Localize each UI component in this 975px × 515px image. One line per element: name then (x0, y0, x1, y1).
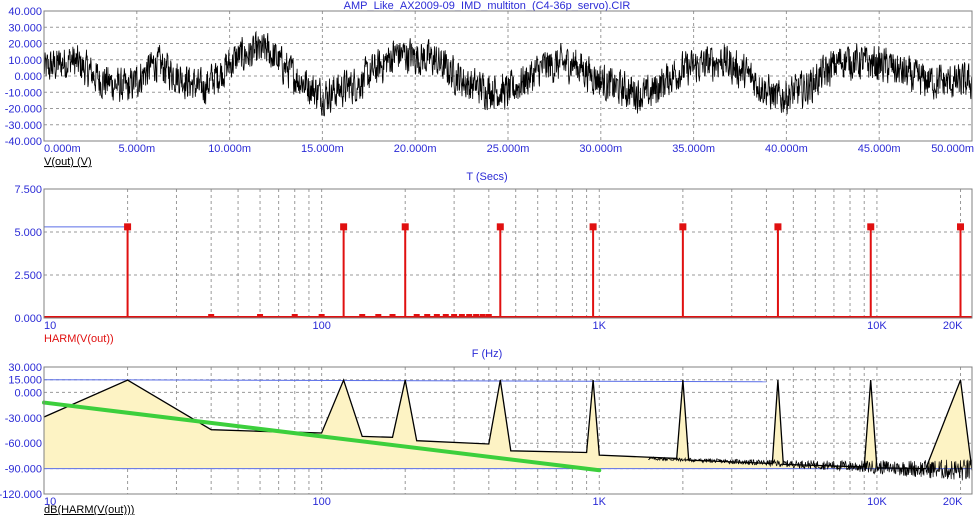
x-tick-label: 20K (943, 320, 963, 332)
x-tick-label: 10 (44, 320, 56, 332)
y-tick-label: -120.000 (0, 489, 42, 501)
x-tick-label: 1K (593, 496, 607, 508)
spectrum-curve (43, 378, 973, 471)
x-tick-label: 40.000m (765, 143, 808, 155)
y-tick-label: -40.000 (5, 136, 42, 148)
y-tick-label: 0.000 (14, 313, 42, 325)
x-tick-label: 50.000m (931, 143, 974, 155)
harmonic-bin-marker (318, 314, 325, 318)
trend-line (42, 400, 602, 473)
time-plot-grid (43, 10, 973, 142)
x-tick-label: 100 (312, 496, 330, 508)
db-plot-area (42, 378, 973, 481)
harmonic-bin-marker (359, 314, 366, 318)
harmonic-bin-marker (389, 314, 396, 318)
harmonic-bin-marker (291, 314, 298, 318)
harmonics-plot-ylabel: HARM(V(out)) (44, 333, 114, 345)
harmonic-marker (124, 223, 132, 231)
time-plot-tick-labels: 40.000 30.000 20.000 10.000 0.000 -10.000 -20.… (5, 6, 974, 155)
harmonics-plot-grid (43, 188, 972, 319)
harmonic-marker (679, 223, 687, 231)
spectrum-noise-tail (647, 456, 973, 481)
harmonic-marker (401, 223, 409, 231)
harmonic-marker (496, 223, 504, 231)
harmonic-bin-marker (442, 314, 449, 318)
x-tick-label: 15.000m (301, 143, 344, 155)
db-plot-ylabel: dB(HARM(V(out))) (44, 504, 134, 515)
y-tick-label: -60.000 (5, 438, 42, 450)
x-tick-label: 10K (867, 496, 887, 508)
y-tick-label: 0.000 (14, 71, 42, 83)
time-plot-trace (43, 30, 973, 117)
x-tick-label: 10K (867, 320, 887, 332)
time-domain-plot[interactable]: 40.000 30.000 20.000 10.000 0.000 -10.000 -20.… (5, 6, 974, 155)
x-tick-label: 35.000m (672, 143, 715, 155)
y-tick-label: 20.000 (8, 39, 42, 51)
harmonic-bin-marker (413, 314, 420, 318)
y-tick-label: -20.000 (5, 104, 42, 116)
y-tick-label: 0.000 (14, 387, 42, 399)
vout-trace (43, 30, 973, 117)
harmonic-bin-marker (485, 314, 492, 318)
harmonic-marker (957, 223, 965, 231)
time-plot-frame (43, 10, 973, 142)
y-tick-label: 10.000 (8, 55, 42, 67)
harmonics-plot-bars (44, 223, 972, 318)
harmonic-marker (340, 223, 348, 231)
harmonic-marker (867, 223, 875, 231)
harmonic-bin-marker (208, 314, 215, 318)
y-tick-label: 2.500 (14, 270, 42, 282)
y-tick-label: 7.500 (14, 184, 42, 196)
y-tick-label: 40.000 (8, 6, 42, 18)
harmonic-bin-marker (451, 314, 458, 318)
y-tick-label: -90.000 (5, 464, 42, 476)
time-plot-ylabel: V(out) (V) (44, 156, 92, 168)
y-tick-label: 5.000 (14, 227, 42, 239)
db-plot-frame (43, 366, 973, 495)
harmonic-bin-marker (458, 314, 465, 318)
harmonic-bin-marker (479, 314, 486, 318)
harmonics-plot-frame (43, 188, 973, 319)
x-tick-label: 100 (312, 320, 330, 332)
x-tick-label: 20.000m (394, 143, 437, 155)
harmonic-bin-marker (375, 314, 382, 318)
harmonic-bin-marker (433, 314, 440, 318)
spectrum-fill (44, 380, 972, 469)
y-tick-label: 30.000 (8, 362, 42, 374)
x-tick-label: 5.000m (118, 143, 155, 155)
y-tick-label: -30.000 (5, 120, 42, 132)
y-tick-label: -30.000 (5, 413, 42, 425)
x-tick-label: 10.000m (208, 143, 251, 155)
x-tick-label: 1K (593, 320, 607, 332)
harmonic-marker (589, 223, 597, 231)
time-plot-xlabel: T (Secs) (466, 171, 507, 183)
harmonic-bin-marker (257, 314, 264, 318)
x-tick-label: 25.000m (487, 143, 530, 155)
x-tick-label: 10 (44, 496, 56, 508)
harmonic-bin-marker (424, 314, 431, 318)
harmonics-plot-xlabel: F (Hz) (472, 348, 503, 360)
harmonic-bin-marker (466, 314, 473, 318)
x-tick-label: 45.000m (858, 143, 901, 155)
x-tick-label: 0.000m (44, 143, 81, 155)
harmonic-bin-marker (473, 314, 480, 318)
y-tick-label: 15.000 (8, 375, 42, 387)
chart-title: AMP_Like_AX2009-09_IMD_multiton_(C4-36p_… (344, 0, 631, 12)
y-tick-label: 30.000 (8, 22, 42, 34)
x-tick-label: 20K (943, 496, 963, 508)
x-tick-label: 30.000m (579, 143, 622, 155)
harmonic-marker (774, 223, 782, 231)
y-tick-label: -10.000 (5, 87, 42, 99)
